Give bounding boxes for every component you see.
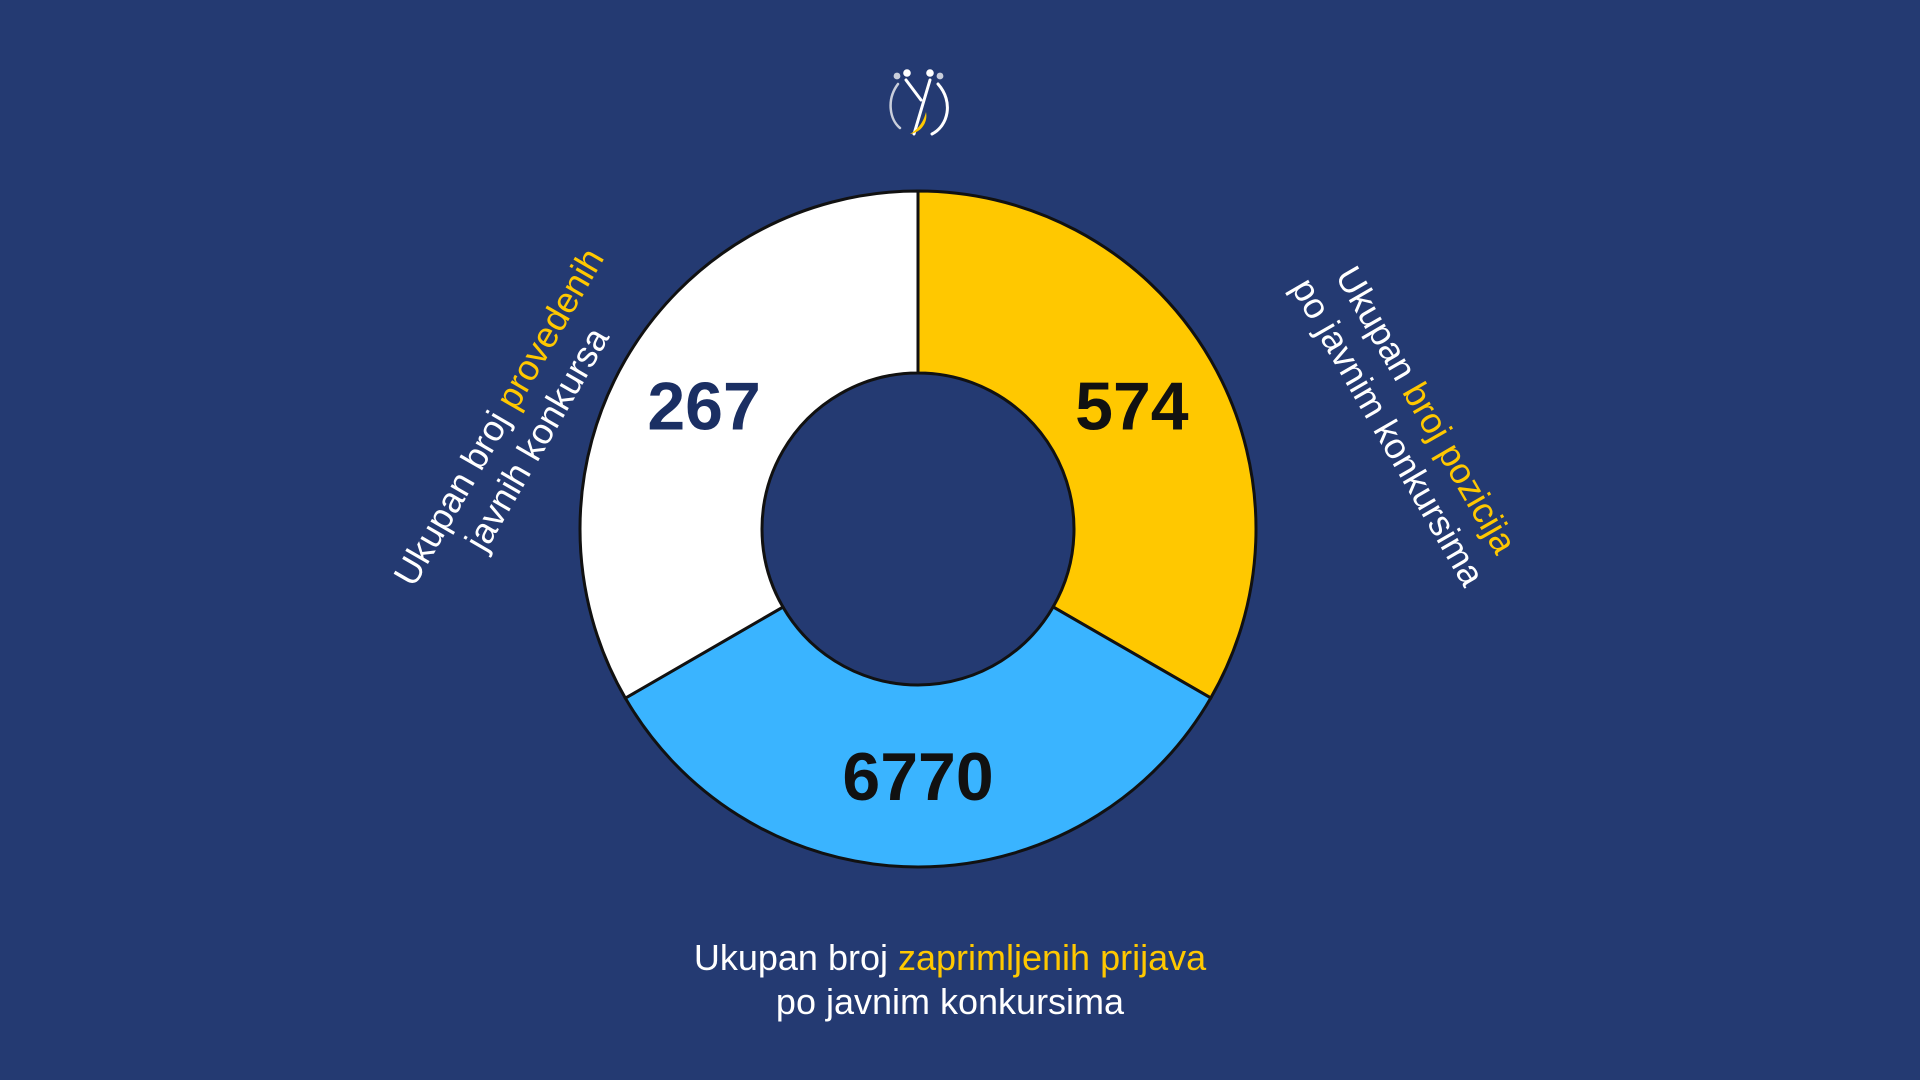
donut-slice-574 — [916, 189, 1258, 700]
label-zaprimljenih-prijava: Ukupan broj zaprimljenih prijava po javn… — [694, 936, 1206, 1024]
donut-slice-6770 — [623, 604, 1213, 869]
donut-slice-267 — [578, 189, 920, 701]
institution-logo-icon — [889, 69, 949, 136]
value-label-574: 574 — [1075, 368, 1189, 444]
label-line-2: po javnim konkursima — [775, 981, 1125, 1022]
value-label-267: 267 — [647, 369, 760, 445]
label-line-1: Ukupan broj zaprimljenih prijava — [693, 937, 1207, 978]
value-label-6770: 6770 — [842, 739, 993, 815]
